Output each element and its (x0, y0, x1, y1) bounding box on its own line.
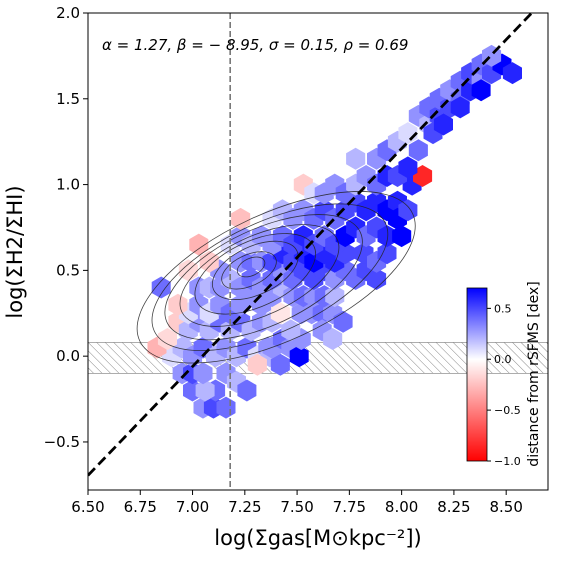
hexbin (377, 225, 397, 248)
hexbin (157, 328, 177, 350)
plot-frame (87, 12, 549, 491)
y-tick-label: 1.0 (56, 176, 80, 194)
hexbin (270, 302, 290, 325)
hexbin (237, 379, 257, 402)
hexbin (502, 62, 522, 85)
x-tick-label: 6.75 (124, 498, 157, 516)
density-contour (221, 251, 277, 290)
fit-line (88, 13, 534, 477)
y-tick-label: 0.5 (56, 261, 80, 279)
colorbar: 0.5 0.0 −0.5 −1.0 distance from rSFMS [dex] (466, 281, 542, 468)
fit-annotation: α = 1.27, β = − 8.95, σ = 0.15, ρ = 0.69 (102, 36, 408, 54)
hexbin (168, 293, 188, 316)
x-tick-label: 8.50 (489, 498, 522, 516)
hexbin (392, 225, 412, 248)
x-tick-label: 6.50 (71, 498, 104, 516)
density-contour (136, 191, 416, 364)
colorbar-label: distance from rSFMS [dex] (526, 281, 542, 466)
y-axis: −0.5 0.0 0.5 1.0 1.5 2.0 (44, 4, 88, 451)
density-contour (194, 233, 317, 315)
density-contour (236, 256, 266, 278)
hexbin (450, 96, 470, 119)
colorbar-tick-label: 0.5 (494, 302, 512, 315)
hexbin (151, 276, 171, 299)
hexbin (281, 319, 301, 342)
density-contour (179, 224, 340, 327)
y-tick-label: 0.0 (56, 347, 80, 365)
hexbin (247, 353, 267, 376)
x-axis: 6.50 6.75 7.00 7.25 7.50 7.75 8.00 8.25 8.50 (71, 490, 523, 516)
x-tick-label: 8.00 (385, 498, 418, 516)
hexbin (325, 285, 345, 308)
colorbar-gradient (466, 287, 488, 462)
hexbin (471, 79, 491, 102)
hexbin (323, 328, 343, 350)
y-axis-label: log(ΣH2/ΣHI) (3, 185, 27, 318)
hexbin (346, 147, 366, 170)
colorbar-tick-label: 0.0 (494, 353, 512, 366)
x-tick-label: 7.75 (333, 498, 366, 516)
hexbin (433, 113, 453, 136)
y-tick-label: −0.5 (44, 433, 80, 451)
hexbin (231, 207, 251, 230)
density-contour (151, 203, 389, 351)
y-tick-label: 1.5 (56, 90, 80, 108)
density-contour (164, 214, 363, 341)
y-tick-label: 2.0 (56, 4, 80, 22)
x-tick-label: 8.25 (437, 498, 470, 516)
x-tick-label: 7.50 (280, 498, 313, 516)
hexbin (398, 156, 418, 179)
hexbin (289, 345, 309, 368)
hexbin (193, 362, 213, 385)
hexbin (189, 233, 209, 256)
plot-area (87, 12, 549, 491)
colorbar-tick-label: −1.0 (494, 455, 521, 468)
hexbin (398, 199, 418, 222)
colorbar-tick-label: −0.5 (494, 404, 521, 417)
hexbin (270, 353, 290, 376)
hexbin (408, 139, 428, 162)
x-tick-label: 7.00 (176, 498, 209, 516)
x-axis-label: log(Σgas[M⊙kpc⁻²]) (214, 526, 421, 550)
hexbin (216, 396, 236, 419)
x-tick-label: 7.25 (228, 498, 261, 516)
hexbin (377, 242, 397, 265)
hexbin (367, 268, 387, 290)
hexbin (195, 379, 215, 402)
hexbin (413, 165, 433, 187)
